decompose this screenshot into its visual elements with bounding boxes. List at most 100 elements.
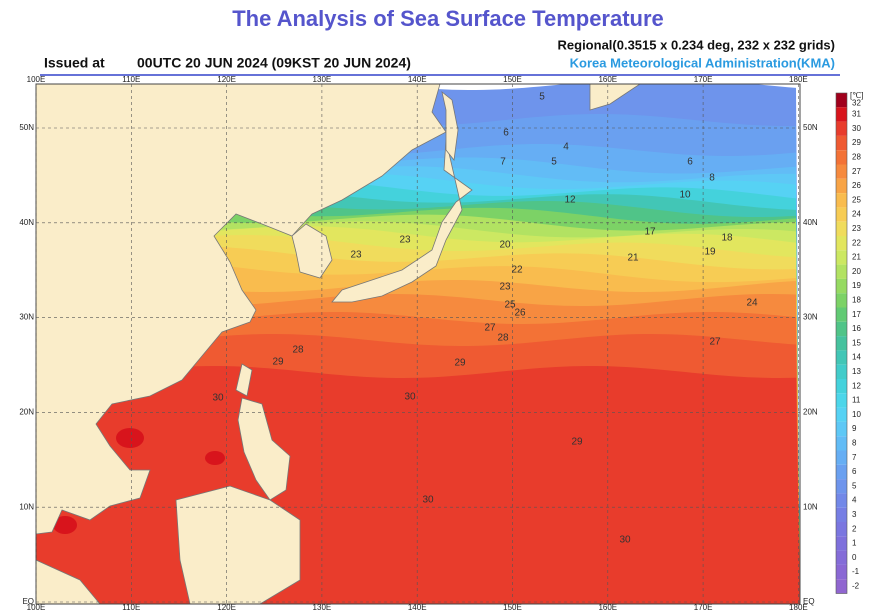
colorbar-label: 26	[852, 181, 861, 190]
contour-label: 12	[564, 195, 576, 206]
colorbar-cell	[836, 250, 847, 265]
lat-label: 10N	[803, 502, 818, 511]
sakhalin	[441, 90, 459, 161]
lat-label: EQ	[22, 597, 34, 606]
sst-warm-spot	[205, 451, 225, 465]
colorbar-cell	[836, 193, 847, 208]
colorbar-label: 10	[852, 410, 861, 419]
colorbar-label: 18	[852, 295, 861, 304]
lon-label: 160E	[598, 603, 617, 612]
lat-label: 20N	[803, 408, 818, 417]
sst-warm-spot	[116, 428, 144, 448]
taiwan	[235, 363, 253, 397]
contour-label: 26	[514, 308, 526, 319]
lon-label: 140E	[408, 75, 427, 84]
colorbar-label: 11	[852, 396, 861, 405]
colorbar-label: 9	[852, 424, 857, 433]
colorbar-label: 25	[852, 195, 861, 204]
borneo	[175, 485, 301, 604]
colorbar-label: 0	[852, 553, 857, 562]
colorbar-label: 32	[852, 98, 861, 107]
contour-label: 30	[422, 495, 434, 506]
contour-label: 29	[571, 437, 583, 448]
contour-label: 18	[721, 233, 733, 244]
colorbar-label: 14	[852, 353, 861, 362]
colorbar-cell	[836, 393, 847, 408]
colorbar-cell	[836, 507, 847, 522]
contour-label: 19	[704, 247, 716, 258]
colorbar-label: 19	[852, 281, 861, 290]
colorbar-cell	[836, 221, 847, 236]
contour-label: 17	[644, 227, 656, 238]
colorbar-label: 23	[852, 224, 861, 233]
lon-label: 180E	[789, 75, 808, 84]
colorbar-cell	[836, 364, 847, 379]
contour-label: 4	[563, 142, 569, 153]
contour-label: 25	[504, 300, 516, 311]
land	[36, 84, 641, 604]
colorbar-frame	[835, 92, 848, 594]
title: The Analysis of Sea Surface Temperature	[232, 6, 664, 31]
colorbar-label: 1	[852, 539, 857, 548]
colorbar-label: 2	[852, 524, 857, 533]
contour-label: 30	[619, 535, 631, 546]
colorbar-label: 21	[852, 253, 861, 262]
colorbar-label: 12	[852, 381, 861, 390]
colorbar-cell	[836, 450, 847, 465]
lat-label: 50N	[19, 123, 34, 132]
colorbar-label: 15	[852, 338, 861, 347]
colorbar-cell	[836, 436, 847, 451]
colorbar-label: 4	[852, 496, 857, 505]
colorbar-cell	[836, 522, 847, 537]
japan	[331, 139, 473, 303]
contour-label: 27	[709, 337, 721, 348]
lon-label: 110E	[122, 603, 140, 612]
colorbar-cell	[836, 178, 847, 194]
lon-label: 130E	[313, 75, 332, 84]
lat-label: 30N	[19, 313, 34, 322]
colorbar-label: 20	[852, 267, 861, 276]
colorbar-unit: [℃]	[850, 91, 863, 100]
colorbar-cell	[836, 236, 847, 251]
colorbar-label: -1	[852, 567, 860, 576]
lat-label: 40N	[19, 218, 34, 227]
colorbar-cell	[836, 379, 847, 394]
colorbar-label: 7	[852, 453, 857, 462]
contour-label: 28	[292, 345, 304, 356]
colorbar-cell	[836, 407, 847, 422]
colorbar-label: 6	[852, 467, 857, 476]
lon-label: 160E	[598, 75, 617, 84]
sst-warm-spot	[53, 516, 77, 534]
colorbar-label: 30	[852, 124, 861, 133]
lon-label: 130E	[313, 603, 332, 612]
colorbar-label: 28	[852, 152, 861, 161]
lon-label: 180E	[789, 603, 808, 612]
kamchatka	[589, 84, 641, 111]
issued-time: 00UTC 20 JUN 2024 (09KST 20 JUN 2024)	[137, 55, 411, 71]
lon-label: 100E	[27, 75, 46, 84]
lat-label: EQ	[803, 597, 815, 606]
lon-label: 120E	[217, 75, 236, 84]
contour-label: 30	[404, 392, 416, 403]
contour-label: 29	[272, 357, 284, 368]
sst-band	[36, 366, 800, 604]
colorbar-label: 24	[852, 210, 861, 219]
contour-label: 24	[746, 298, 758, 309]
colorbar: [℃]3231302928272625242322212019181716151…	[835, 91, 863, 594]
issued-label: Issued at	[44, 55, 105, 71]
colorbar-cell	[836, 536, 847, 551]
colorbar-label: 8	[852, 438, 857, 447]
contour-label: 27	[484, 323, 496, 334]
colorbar-cell	[836, 293, 847, 308]
contour-label: 5	[539, 92, 545, 103]
colorbar-label: 27	[852, 167, 861, 176]
colorbar-cell	[836, 550, 847, 565]
grid-info: Regional(0.3515 x 0.234 deg, 232 x 232 g…	[558, 37, 835, 52]
contour-label: 21	[627, 253, 639, 264]
colorbar-cell	[836, 307, 847, 322]
colorbar-label: 13	[852, 367, 861, 376]
contour-label: 23	[499, 282, 511, 293]
lat-label: 30N	[803, 313, 818, 322]
contour-label: 23	[350, 250, 362, 261]
